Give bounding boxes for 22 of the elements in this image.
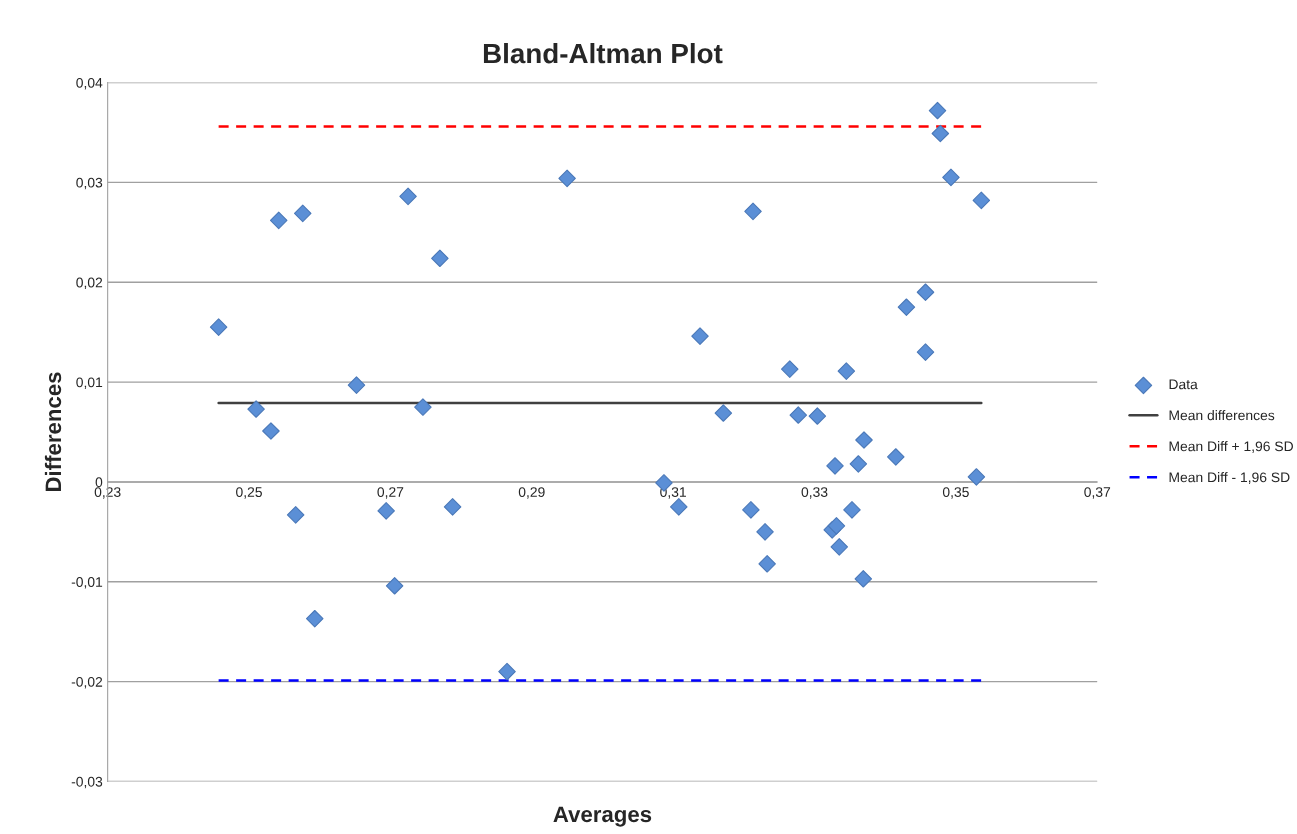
y-axis-title: Differences (44, 372, 62, 492)
legend-label: Mean differences (1169, 410, 1275, 421)
x-axis-title: Averages (553, 806, 652, 827)
y-tick-label: -0,02 (71, 676, 103, 689)
y-tick-label: -0,01 (71, 577, 103, 589)
x-tick-label: 0,37 (1084, 487, 1111, 499)
y-tick-label: 0,01 (76, 377, 103, 389)
y-tick-label: 0,03 (76, 177, 103, 190)
y-tick-label: 0,04 (76, 77, 103, 90)
x-tick-label: 0,29 (518, 487, 545, 499)
x-tick-label: 0,27 (377, 487, 404, 499)
x-tick-label: 0,25 (236, 487, 262, 499)
y-tick-label: 0 (95, 477, 103, 488)
x-tick-label: 0,35 (942, 487, 969, 499)
legend-label: Mean Diff + 1,96 SD (1169, 441, 1293, 453)
legend-label: Mean Diff - 1,96 SD (1169, 472, 1290, 484)
chart-title: Bland-Altman Plot (483, 42, 723, 64)
y-tick-label: -0,03 (71, 776, 103, 789)
x-tick-label: 0,33 (801, 487, 828, 499)
y-tick-label: 0,02 (76, 277, 103, 290)
x-tick-label: 0,23 (94, 487, 121, 499)
legend-label: Data (1169, 379, 1198, 390)
